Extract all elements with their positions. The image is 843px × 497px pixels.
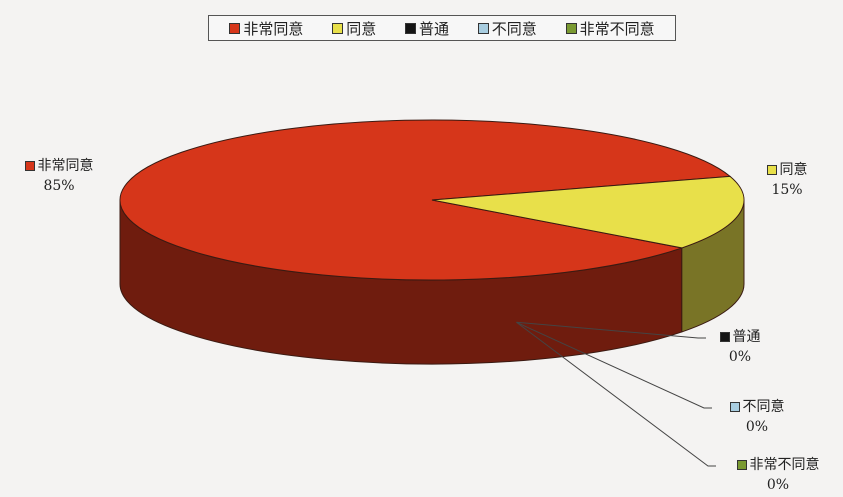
pie-slice-agree [431, 175, 745, 249]
label-value-neutral: 0% [728, 349, 752, 365]
pie-top [119, 119, 745, 281]
legend-swatch-disagree [477, 22, 489, 34]
pie-slice-strongly-agree [119, 119, 732, 281]
legend-swatch-strongly-agree [229, 22, 241, 34]
legend-label-neutral: 普通 [418, 19, 449, 38]
legend-item-strongly-disagree: 非常不同意 [565, 18, 655, 39]
legend-label-agree: 同意 [346, 19, 377, 38]
data-label-neutral: 普通 0% [700, 327, 780, 367]
label-category-strongly-agree: 非常同意 [37, 158, 94, 174]
data-label-disagree: 不同意 0% [712, 397, 802, 437]
label-swatch-agree [766, 165, 777, 175]
legend-label-strongly-disagree: 非常不同意 [579, 19, 655, 38]
legend-swatch-agree [332, 22, 344, 34]
legend: 非常同意 同意 普通 不同意 非常不同意 [208, 15, 676, 41]
legend-swatch-neutral [404, 22, 416, 34]
leader-lines [516, 321, 716, 467]
legend-item-strongly-agree: 非常同意 [229, 18, 303, 39]
label-category-agree: 同意 [779, 162, 808, 178]
label-category-strongly-disagree: 非常不同意 [749, 457, 820, 473]
data-label-strongly-disagree: 非常不同意 0% [716, 455, 840, 495]
label-swatch-strongly-disagree [736, 460, 747, 470]
legend-item-neutral: 普通 [404, 18, 449, 39]
label-swatch-strongly-agree [24, 161, 35, 171]
label-category-neutral: 普通 [732, 329, 761, 345]
leader-line-disagree [516, 321, 712, 409]
label-value-agree: 15% [771, 182, 803, 198]
label-swatch-neutral [719, 332, 730, 342]
legend-swatch-strongly-disagree [565, 22, 577, 34]
label-value-disagree: 0% [745, 419, 769, 435]
label-swatch-disagree [729, 402, 740, 412]
legend-item-disagree: 不同意 [477, 18, 537, 39]
data-label-agree: 同意 15% [752, 160, 822, 200]
leader-line-neutral [516, 321, 706, 339]
label-category-disagree: 不同意 [742, 399, 785, 415]
leader-line-strongly-disagree [516, 321, 716, 467]
data-label-strongly-agree: 非常同意 85% [14, 156, 104, 196]
legend-label-disagree: 不同意 [491, 19, 537, 38]
label-value-strongly-disagree: 0% [766, 477, 790, 493]
legend-item-agree: 同意 [332, 18, 376, 39]
label-value-strongly-agree: 85% [43, 178, 75, 194]
legend-label-strongly-agree: 非常同意 [243, 19, 304, 38]
